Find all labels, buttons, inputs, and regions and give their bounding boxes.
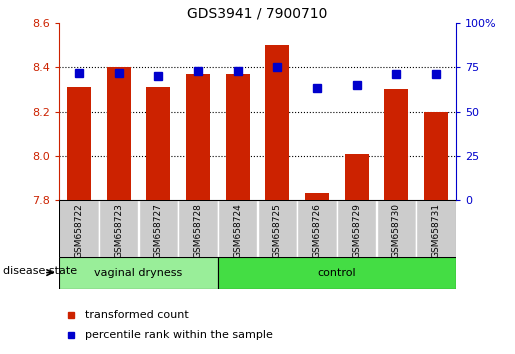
Text: percentile rank within the sample: percentile rank within the sample xyxy=(85,330,273,341)
Bar xyxy=(416,200,456,257)
Text: GSM658724: GSM658724 xyxy=(233,204,242,258)
Title: GDS3941 / 7900710: GDS3941 / 7900710 xyxy=(187,6,328,21)
Bar xyxy=(424,112,448,200)
Text: GSM658728: GSM658728 xyxy=(194,204,202,258)
Text: GSM658726: GSM658726 xyxy=(313,204,321,258)
Text: GSM658731: GSM658731 xyxy=(432,204,440,258)
Bar xyxy=(59,200,99,257)
Bar xyxy=(265,45,289,200)
Bar xyxy=(59,257,218,289)
Text: GSM658722: GSM658722 xyxy=(75,204,83,258)
Bar xyxy=(186,74,210,200)
Text: disease state: disease state xyxy=(3,266,77,276)
Bar xyxy=(139,200,178,257)
Bar xyxy=(376,200,416,257)
Text: GSM658723: GSM658723 xyxy=(114,204,123,258)
Text: control: control xyxy=(317,268,356,278)
Text: GSM658730: GSM658730 xyxy=(392,204,401,258)
Bar xyxy=(218,257,456,289)
Text: GSM658725: GSM658725 xyxy=(273,204,282,258)
Text: transformed count: transformed count xyxy=(85,310,189,320)
Bar xyxy=(218,200,258,257)
Text: vaginal dryness: vaginal dryness xyxy=(94,268,183,278)
Text: GSM658729: GSM658729 xyxy=(352,204,361,258)
Bar xyxy=(305,193,329,200)
Bar xyxy=(178,200,218,257)
Bar xyxy=(226,74,250,200)
Bar xyxy=(107,67,131,200)
Bar xyxy=(297,200,337,257)
Bar xyxy=(67,87,91,200)
Bar xyxy=(337,200,376,257)
Text: GSM658727: GSM658727 xyxy=(154,204,163,258)
Bar xyxy=(384,89,408,200)
Bar xyxy=(345,154,369,200)
Bar xyxy=(258,200,297,257)
Bar xyxy=(99,200,139,257)
Bar xyxy=(146,87,170,200)
